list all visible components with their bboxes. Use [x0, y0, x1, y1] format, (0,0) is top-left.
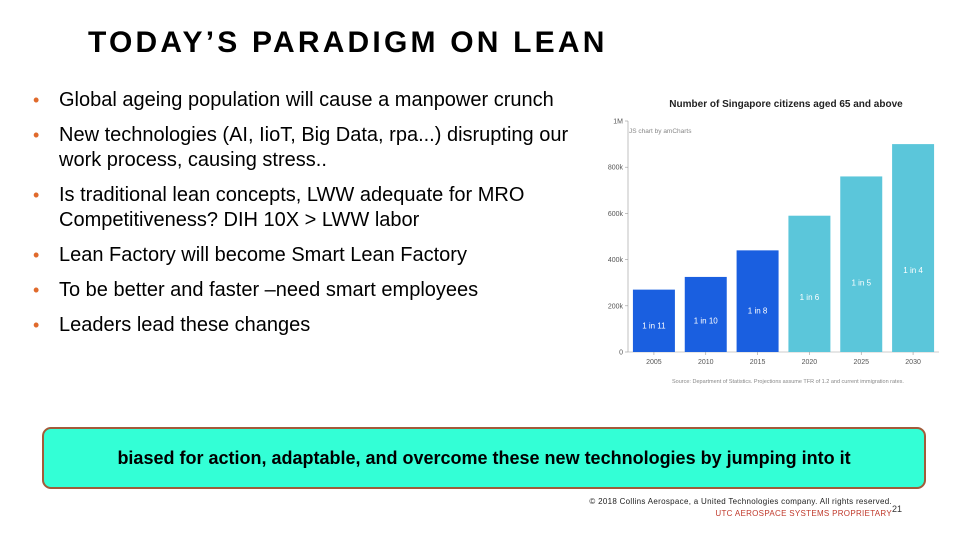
bar-2005	[632, 289, 675, 352]
x-tick-label: 2025	[853, 359, 869, 366]
bar-label: 1 in 8	[748, 306, 768, 315]
bullet-text: Lean Factory will become Smart Lean Fact…	[59, 244, 467, 266]
bar-label: 1 in 5	[851, 278, 871, 287]
population-chart: Number of Singapore citizens aged 65 and…	[596, 92, 946, 392]
bar-label: 1 in 4	[903, 266, 923, 275]
bullet-dot-icon: •	[33, 315, 40, 335]
bullet-item: • Lean Factory will become Smart Lean Fac…	[30, 243, 570, 268]
callout-box: biased for action, adaptable, and overco…	[42, 427, 926, 489]
x-tick-label: 2010	[698, 359, 714, 366]
x-tick-label: 2005	[646, 359, 662, 366]
y-tick-label: 1M	[613, 119, 623, 126]
y-tick-label: 800k	[608, 165, 624, 172]
x-tick-label: 2015	[750, 359, 766, 366]
callout-text: biased for action, adaptable, and overco…	[117, 447, 851, 468]
chart-plot-area: 0 200k 400k 600k 800k 1M 1 in 11 2005 1 in 10 201…	[608, 119, 939, 366]
proprietary-text: UTC AEROSPACE SYSTEMS PROPRIETARY	[715, 509, 892, 518]
bullet-item: • New technologies (AI, IioT, Big Data, r…	[30, 123, 570, 173]
bullet-list: • Global ageing population will cause a m…	[30, 88, 570, 348]
chart-source: Source: Department of Statistics. Projec…	[672, 379, 904, 385]
bar-label: 1 in 11	[642, 321, 666, 330]
bar-2030	[892, 144, 935, 352]
bar-2010	[684, 276, 727, 352]
bullet-text: To be better and faster –need smart empl…	[59, 279, 479, 301]
bar-label: 1 in 10	[694, 316, 719, 325]
page-number: 21	[892, 504, 903, 514]
bullet-dot-icon: •	[33, 185, 40, 205]
bar-label: 1 in 6	[800, 293, 820, 302]
chart-watermark: JS chart by amCharts	[629, 128, 692, 135]
y-tick-label: 0	[619, 350, 623, 357]
y-tick-label: 400k	[608, 257, 624, 264]
bullet-text: Global ageing population will cause a ma…	[59, 89, 554, 111]
y-tick-label: 200k	[608, 303, 624, 310]
bullet-text: New technologies (AI, IioT, Big Data, rp…	[59, 124, 569, 171]
copyright-text: © 2018 Collins Aerospace, a United Techn…	[589, 497, 892, 506]
x-tick-label: 2030	[905, 359, 921, 366]
bullet-dot-icon: •	[33, 90, 40, 110]
bar-2025	[840, 176, 883, 352]
slide-title: TODAY’S PARADIGM ON LEAN	[88, 26, 608, 59]
chart-title: Number of Singapore citizens aged 65 and…	[669, 99, 903, 110]
x-tick-label: 2020	[802, 359, 818, 366]
bar-2020	[788, 215, 831, 352]
bullet-text: Is traditional lean concepts, LWW adequa…	[59, 184, 525, 231]
bullet-item: • Leaders lead these changes	[30, 313, 570, 338]
bullet-item: • Is traditional lean concepts, LWW adequ…	[30, 183, 570, 233]
chart-svg: Number of Singapore citizens aged 65 and…	[608, 99, 939, 385]
bullet-item: • Global ageing population will cause a m…	[30, 88, 570, 113]
y-tick-label: 600k	[608, 211, 624, 218]
bullet-dot-icon: •	[33, 125, 40, 145]
bullet-dot-icon: •	[33, 245, 40, 265]
bar-2015	[736, 250, 779, 352]
bullet-item: • To be better and faster –need smart emp…	[30, 278, 570, 303]
bullet-text: Leaders lead these changes	[59, 314, 311, 336]
bullet-dot-icon: •	[33, 280, 40, 300]
